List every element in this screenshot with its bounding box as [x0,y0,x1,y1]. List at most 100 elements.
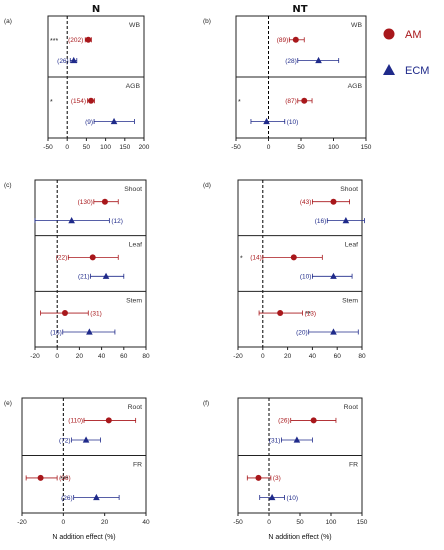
am-sample-size: (154) [71,98,86,105]
x-axis-label: N addition effect (%) [268,534,331,541]
x-tick-label: 50 [83,144,91,151]
category-label-fr: FR [133,462,142,469]
significance-mark: * [238,99,241,106]
legend-am-label: AM [405,29,422,41]
am-sample-size: (14) [250,255,262,262]
category-label-agb: AGB [126,83,141,90]
x-tick-label: 150 [119,144,130,151]
ecm-sample-size: (28) [285,58,297,65]
category-label-stem: Stem [126,297,142,304]
x-tick-label: 60 [334,353,342,360]
am-sample-size: (89) [277,37,289,44]
am-point [85,36,92,43]
x-tick-label: 0 [267,144,271,151]
ecm-point [68,217,75,224]
x-tick-label: 80 [358,353,366,360]
category-label-shoot: Shoot [124,186,142,193]
x-tick-label: 100 [326,519,337,526]
panel-frame [34,179,147,348]
ecm-point [110,117,118,125]
legend-ecm-label: ECM [405,65,429,77]
ecm-sample-size: (72) [59,437,71,444]
ecm-point [330,328,337,335]
am-sample-size: (87) [285,98,297,105]
column-title-nt: NT [292,4,307,15]
x-tick-label: 100 [328,144,339,151]
significance-mark: * [50,99,53,106]
significance-mark: *** [50,38,58,45]
panel-label: (b) [203,18,211,25]
x-tick-label: 0 [62,519,66,526]
am-point [61,310,68,317]
am-point [89,254,96,261]
ecm-sample-size: (16) [315,218,327,225]
am-sample-size: (26) [278,418,290,425]
x-tick-label: -20 [17,519,27,526]
category-label-leaf: Leaf [129,242,142,249]
am-sample-size: (36) [59,475,71,482]
am-point [101,198,108,205]
legend-am-marker [383,28,395,40]
x-tick-label: 20 [284,353,292,360]
x-tick-label: 50 [297,144,305,151]
am-sample-size: (22) [56,255,68,262]
ecm-point [102,272,110,279]
column-title-n: N [92,4,100,15]
ecm-sample-size: (10) [300,274,312,281]
x-tick-label: 0 [267,519,271,526]
panel-b: (b) -50 0 50 100 150 WB (89) (28) AGB (87) * (10) [203,15,372,151]
am-point [255,474,262,481]
x-tick-label: 60 [120,353,128,360]
panel-label: (e) [4,400,12,407]
category-label-root: Root [344,404,358,411]
panel-e: (e) -20 0 20 40 Root (110) (72) FR (36)*** (26) N a… [4,397,150,541]
ecm-sample-size: (9) [85,119,93,126]
am-sample-size: (202) [68,37,83,44]
ecm-sample-size: (10) [287,495,299,502]
category-label-stem: Stem [342,297,358,304]
ecm-sample-size: (20) [296,329,308,336]
am-point [310,417,317,424]
ecm-sample-size: (26) [57,58,69,65]
x-tick-label: 40 [142,519,150,526]
x-tick-label: 0 [261,353,265,360]
am-point [290,254,297,261]
x-tick-label: 0 [65,144,69,151]
x-tick-label: -20 [233,353,243,360]
x-tick-label: -50 [233,519,243,526]
ecm-point [315,56,322,64]
x-tick-label: 20 [76,353,84,360]
legend-ecm-marker [383,64,395,75]
ecm-sample-size: (31) [269,437,281,444]
panel-label: (c) [4,182,12,189]
panel-c: (c) -20 0 20 40 60 80 Shoot (130) (12) Leaf (22) (21… [4,179,150,360]
am-sample-size: (110) [68,418,83,425]
ecm-sample-size: (12) [111,218,123,225]
am-sample-size: (31) [90,310,102,317]
am-point [105,417,112,424]
category-label-wb: WB [351,22,362,29]
ecm-point [86,328,93,335]
panels: (a)-50 0 50 100 150 200WB(202)***(26)AGB(154)… [4,15,372,541]
x-tick-label: 20 [101,519,109,526]
x-tick-label: 80 [142,353,150,360]
am-sample-size: (3) [273,475,281,482]
ecm-point [293,436,301,443]
panel-label: (f) [203,400,209,407]
panel-f: (f) -50 0 50 100 150 Root (26) (31) FR (3) (10) N ad… [203,397,368,541]
panel-label: (a) [4,18,12,25]
ecm-sample-size: (21) [78,274,90,281]
legend: AM ECM [383,28,429,77]
ecm-point [263,117,270,125]
am-point [88,97,95,104]
am-point [301,97,308,104]
x-tick-label: -50 [43,144,53,151]
category-label-wb: WB [129,22,140,29]
category-label-agb: AGB [348,83,363,90]
category-label-fr: FR [349,462,358,469]
panel-a: (a) -50 0 50 100 150 200 WB (202) *** (26) AGB (154)… [4,15,150,151]
ecm-point [342,217,350,224]
x-tick-label: 40 [98,353,106,360]
x-tick-label: 100 [100,144,111,151]
